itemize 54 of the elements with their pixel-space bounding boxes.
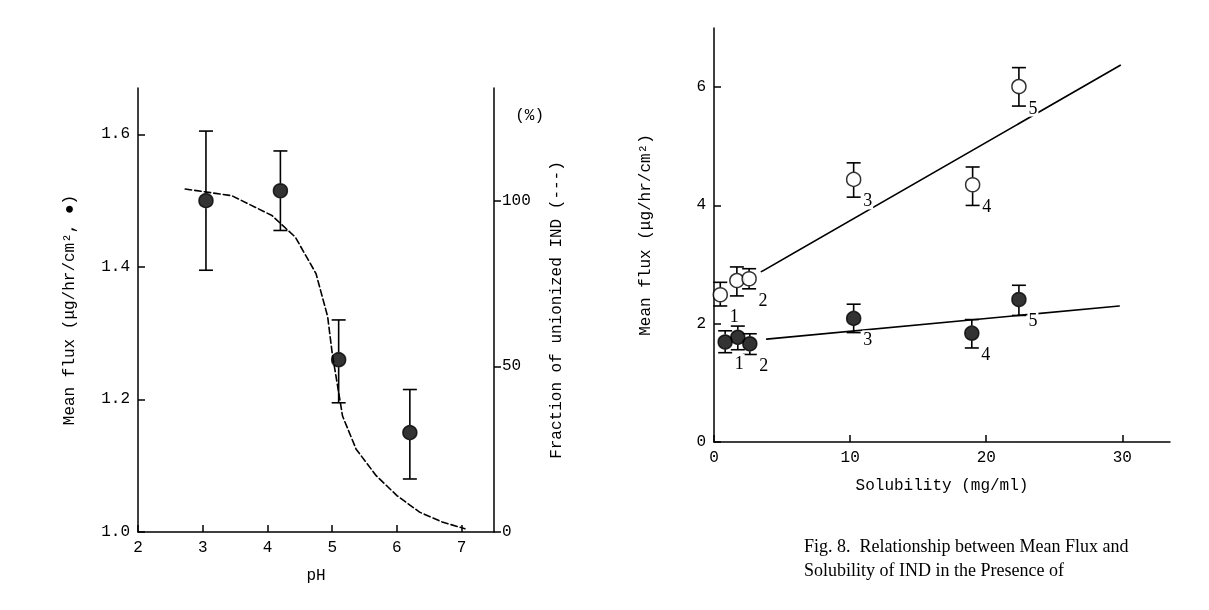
point [1011, 78, 1027, 95]
point [964, 325, 980, 341]
y-tick-label: 4 [696, 196, 706, 215]
y2-axis-title: Fraction of unionized IND (---) [548, 161, 566, 459]
x-axis-title: pH [306, 567, 326, 585]
y2-tick-label: 100 [502, 191, 531, 210]
point [712, 286, 729, 303]
x-tick-label: 4 [262, 539, 273, 557]
x-tick-label: 0 [709, 449, 719, 467]
y-axis-title: Mean flux (μg/hr/cm², ●) [61, 194, 79, 426]
annotation: 1 [729, 305, 739, 326]
annotation: 1 [734, 353, 744, 374]
point [845, 310, 862, 327]
y-axis-title: Mean flux (μg/hr/cm²) [637, 134, 655, 336]
annotation: 2 [758, 289, 768, 310]
point [402, 424, 418, 441]
y-tick-label: 1.2 [101, 390, 130, 409]
point [272, 182, 289, 199]
annotation: 4 [982, 195, 992, 216]
y-tick-label: 1.6 [101, 125, 130, 144]
x-tick-label: 10 [840, 449, 860, 467]
text: (%) [515, 107, 545, 125]
y2-tick-label: 0 [502, 523, 512, 541]
point [1011, 291, 1027, 308]
y-tick-label: 2 [696, 314, 706, 333]
y-tick-label: 6 [696, 78, 706, 97]
annotation: 5 [1028, 97, 1038, 118]
x-axis-title: Solubility (mg/ml) [855, 477, 1029, 495]
caption: Fig. 8. Relationship between Mean Flux and Solubility of IND in the Presence of [804, 536, 1133, 580]
x-tick-label: 3 [197, 539, 208, 557]
annotation: 4 [981, 344, 991, 365]
point [330, 351, 347, 368]
annotation: 2 [759, 354, 769, 375]
annotation: 5 [1028, 310, 1038, 331]
x-tick-label: 6 [392, 539, 402, 557]
point [729, 272, 745, 289]
point [742, 336, 758, 352]
x-tick-label: 2 [133, 539, 143, 557]
y-tick-label: 0 [696, 433, 706, 451]
point [717, 334, 733, 350]
annotation: 3 [863, 190, 873, 211]
point [964, 176, 981, 193]
point [741, 271, 757, 287]
x-tick-label: 7 [456, 539, 467, 557]
x-tick-label: 30 [1112, 449, 1132, 467]
y-tick-label: 1.4 [101, 257, 130, 276]
annotation: 3 [863, 329, 873, 350]
y-tick-label: 1.0 [101, 523, 130, 541]
y2-tick-label: 50 [502, 357, 522, 376]
point [730, 329, 746, 346]
point [198, 192, 214, 209]
x-tick-label: 20 [976, 449, 996, 467]
x-tick-label: 5 [327, 539, 337, 557]
point [845, 171, 862, 188]
